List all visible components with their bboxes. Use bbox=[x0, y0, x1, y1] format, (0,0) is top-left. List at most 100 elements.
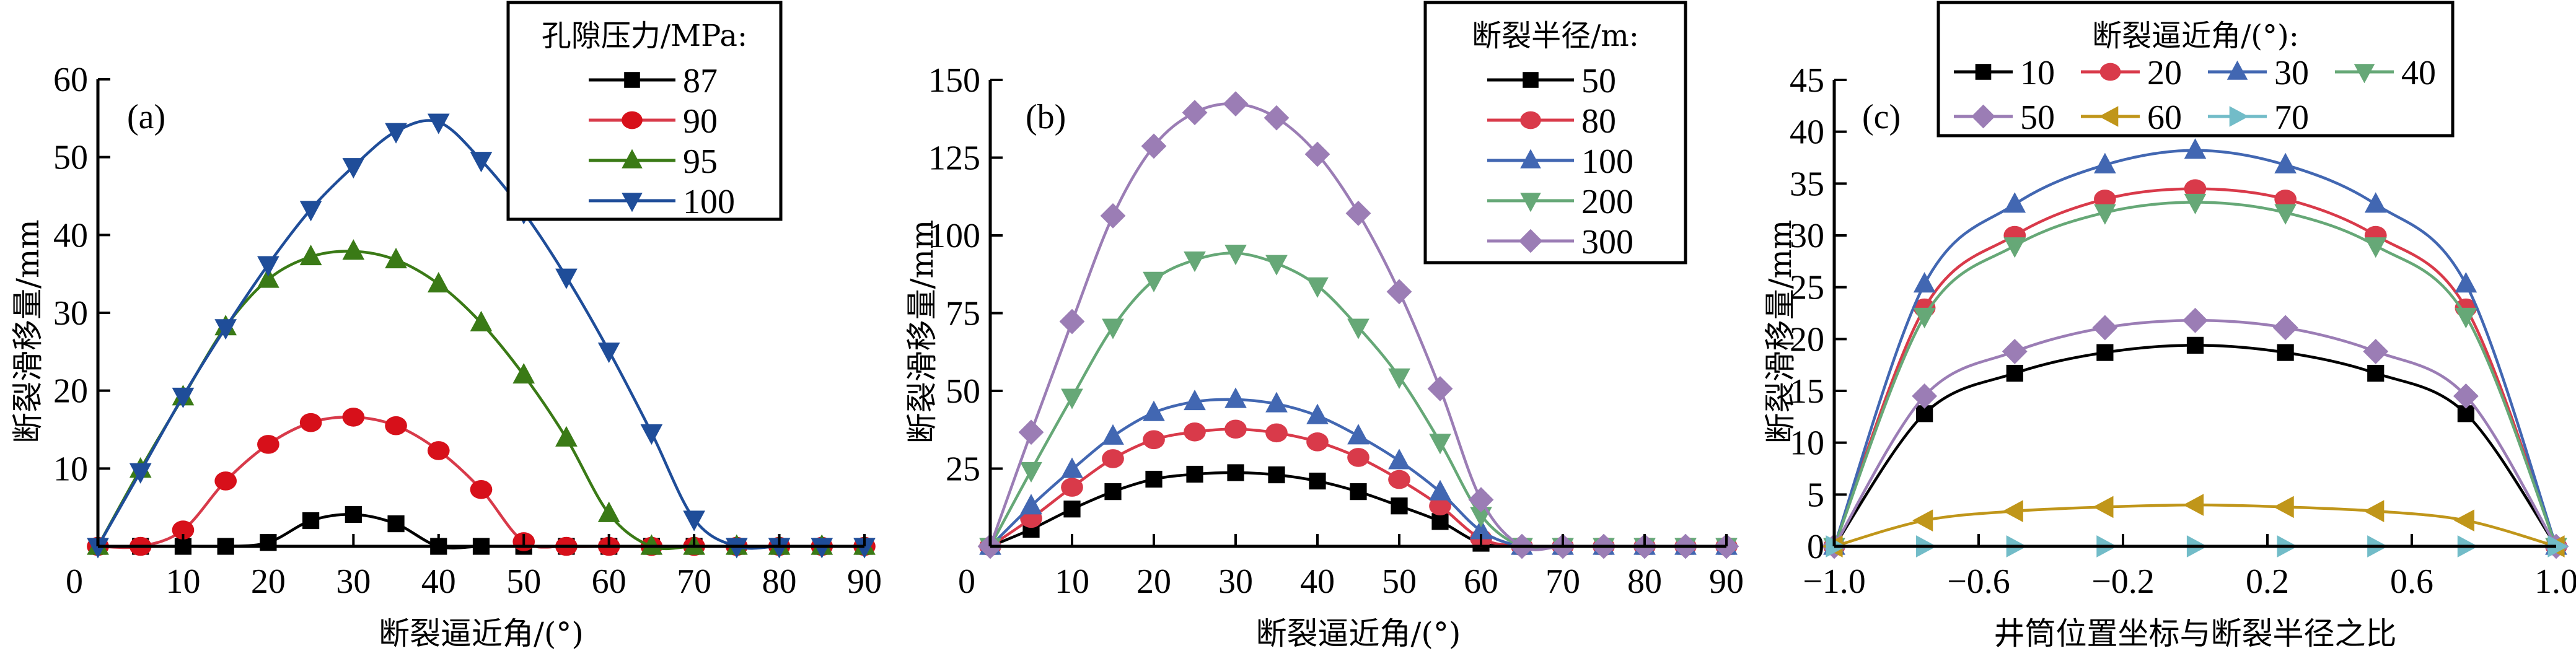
legend-item-100: 100 bbox=[1487, 142, 1633, 181]
x-tick-label: 80 bbox=[762, 562, 797, 601]
data-point-80-45 bbox=[1347, 448, 1369, 467]
data-point-40--0.75 bbox=[1913, 307, 1936, 329]
legend-label: 95 bbox=[683, 142, 718, 181]
data-point-100-75 bbox=[725, 538, 748, 559]
data-point-50-0 bbox=[2183, 307, 2208, 333]
data-point-95-25 bbox=[299, 244, 322, 266]
legend-marker-triangle-up bbox=[2227, 60, 2248, 80]
data-point-87-25 bbox=[302, 512, 320, 530]
legend-item-100: 100 bbox=[589, 183, 735, 221]
x-tick-label: 1.0 bbox=[2534, 562, 2576, 601]
data-point-40--0.25 bbox=[2094, 204, 2116, 225]
legend-label: 40 bbox=[2401, 54, 2436, 92]
legend-item-80: 80 bbox=[1487, 102, 1616, 141]
series-200 bbox=[979, 245, 1738, 559]
legend-marker-triangle-up bbox=[1520, 149, 1541, 168]
data-point-90-10 bbox=[172, 520, 195, 540]
legend-box bbox=[506, 1, 783, 221]
data-point-90-20 bbox=[257, 435, 279, 454]
legend-marker-diamond bbox=[1518, 229, 1543, 253]
y-tick-label: 75 bbox=[946, 295, 980, 333]
x-tick-label: 90 bbox=[1709, 562, 1744, 601]
data-point-100-10 bbox=[172, 387, 195, 409]
data-point-200-25 bbox=[1184, 251, 1206, 273]
legend-label: 30 bbox=[2274, 54, 2309, 92]
data-point-50-40 bbox=[1309, 472, 1326, 490]
data-point-200-20 bbox=[1143, 271, 1165, 292]
data-point-50-0.75 bbox=[2453, 383, 2479, 409]
legend-label: 10 bbox=[2020, 54, 2055, 92]
data-point-100-60 bbox=[597, 342, 620, 364]
y-tick-label: 100 bbox=[928, 217, 980, 255]
data-point-80-15 bbox=[1102, 449, 1124, 468]
x-tick-label: 40 bbox=[1300, 562, 1335, 601]
legend-marker-square bbox=[1523, 72, 1539, 88]
data-point-60--0.75 bbox=[1912, 509, 1933, 532]
data-point-50--0.75 bbox=[1912, 383, 1938, 409]
chart-panel-b: 25 50 75 100 125 150 0 10 20 30 40 50 60 70 80 90 断裂逼近角/… bbox=[904, 1, 1744, 652]
data-point-60-0.75 bbox=[2453, 509, 2474, 532]
data-point-300-55 bbox=[1427, 376, 1453, 401]
data-point-100-0 bbox=[87, 538, 109, 559]
legend-label: 87 bbox=[683, 62, 718, 100]
data-point-100-70 bbox=[683, 510, 705, 531]
chart-panel-c: 0 5 10 15 20 25 30 35 40 45 −1.0 −0.6 −0.2 0.2 0.6 1.0 井… bbox=[1762, 1, 2576, 652]
x-tick-label: −1.0 bbox=[1803, 562, 1866, 601]
panel-label: (b) bbox=[1026, 98, 1066, 136]
data-point-80-55 bbox=[1429, 496, 1451, 516]
x-tick-label: 70 bbox=[677, 562, 711, 601]
data-point-30--0.25 bbox=[2094, 152, 2116, 173]
data-point-10-0.5 bbox=[2367, 364, 2385, 382]
data-point-80-20 bbox=[1143, 430, 1165, 450]
data-point-80-40 bbox=[1306, 432, 1329, 452]
data-point-50-20 bbox=[1145, 470, 1163, 488]
data-point-100-5 bbox=[1020, 494, 1042, 515]
data-point-200-30 bbox=[1224, 245, 1247, 266]
data-point-100-45 bbox=[1347, 424, 1369, 445]
data-point-100-20 bbox=[1143, 400, 1165, 421]
y-tick-label: 5 bbox=[1807, 476, 1824, 514]
data-point-300-60 bbox=[1468, 487, 1494, 513]
data-point-100-35 bbox=[1265, 391, 1288, 413]
series-line-100 bbox=[989, 398, 1726, 549]
data-point-60--0.25 bbox=[2093, 496, 2114, 518]
data-point-60-0.25 bbox=[2273, 496, 2294, 518]
data-point-100-35 bbox=[385, 123, 407, 144]
x-tick-label: 20 bbox=[251, 562, 286, 601]
y-tick-label: 10 bbox=[1790, 424, 1824, 463]
data-point-100-80 bbox=[768, 538, 791, 559]
legend-marker-square bbox=[1975, 64, 1992, 80]
data-point-95-60 bbox=[597, 501, 620, 522]
x-tick-label: 10 bbox=[1055, 562, 1089, 601]
y-axis-title: 断裂滑移量/mm bbox=[10, 219, 46, 444]
data-point-95-65 bbox=[640, 534, 663, 555]
data-point-200-5 bbox=[1020, 461, 1042, 483]
data-point-30-0.5 bbox=[2364, 192, 2387, 213]
data-point-300-40 bbox=[1304, 141, 1330, 167]
data-point-100-55 bbox=[1429, 479, 1451, 501]
data-point-100-85 bbox=[811, 538, 833, 559]
legend-item-50: 50 bbox=[1954, 98, 2055, 137]
data-point-200-35 bbox=[1265, 255, 1288, 276]
legend-marker-square bbox=[624, 72, 640, 88]
data-point-100-45 bbox=[470, 152, 493, 173]
data-point-90-15 bbox=[214, 471, 237, 491]
legend-item-40: 40 bbox=[2335, 54, 2436, 92]
x-tick-label: 20 bbox=[1136, 562, 1171, 601]
data-point-60-0 bbox=[2183, 494, 2204, 516]
data-point-50-55 bbox=[1431, 513, 1449, 530]
x-tick-label: 70 bbox=[1545, 562, 1580, 601]
data-point-200-55 bbox=[1429, 434, 1451, 455]
data-point-50-25 bbox=[1186, 465, 1203, 483]
data-point-300-45 bbox=[1345, 200, 1371, 226]
data-point-87-30 bbox=[345, 505, 362, 523]
y-tick-label: 20 bbox=[1790, 320, 1824, 359]
data-point-95-50 bbox=[512, 362, 535, 384]
series-90 bbox=[87, 408, 876, 556]
x-tick-label: 60 bbox=[1464, 562, 1498, 601]
data-point-100-10 bbox=[1061, 457, 1083, 478]
data-point-300-20 bbox=[1141, 133, 1167, 159]
data-point-100-30 bbox=[342, 158, 365, 179]
data-point-40-0.25 bbox=[2274, 204, 2297, 225]
